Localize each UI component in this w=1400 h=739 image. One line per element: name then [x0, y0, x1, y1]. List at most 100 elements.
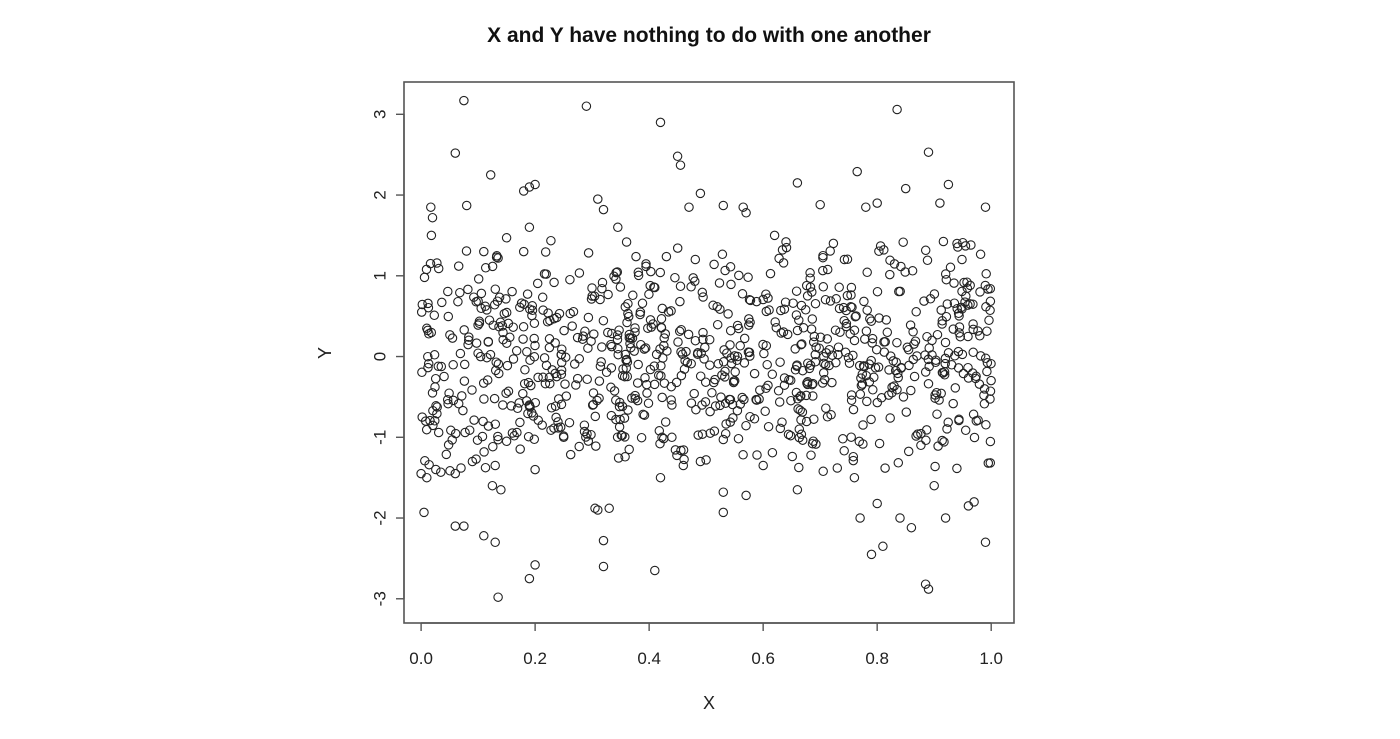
- data-point: [427, 203, 435, 211]
- data-point: [760, 349, 768, 357]
- data-point: [687, 399, 695, 407]
- data-point: [832, 295, 840, 303]
- data-point: [887, 352, 895, 360]
- data-point: [583, 375, 591, 383]
- data-point: [523, 348, 531, 356]
- data-point: [922, 246, 930, 254]
- data-point: [464, 285, 472, 293]
- data-point: [795, 425, 803, 433]
- data-point: [930, 482, 938, 490]
- data-point: [420, 273, 428, 281]
- data-point: [873, 199, 881, 207]
- data-point: [847, 396, 855, 404]
- data-point: [810, 332, 818, 340]
- data-point: [685, 203, 693, 211]
- data-point: [863, 306, 871, 314]
- data-point: [534, 373, 542, 381]
- data-point: [795, 316, 803, 324]
- data-point: [520, 247, 528, 255]
- data-point: [607, 364, 615, 372]
- data-point: [437, 468, 445, 476]
- data-point: [893, 339, 901, 347]
- data-point: [702, 378, 710, 386]
- data-point: [779, 259, 787, 267]
- data-point: [802, 391, 810, 399]
- data-point: [691, 255, 699, 263]
- data-point: [550, 278, 558, 286]
- data-point: [922, 436, 930, 444]
- data-point: [719, 508, 727, 516]
- data-point: [657, 315, 665, 323]
- data-point: [519, 389, 527, 397]
- data-point: [768, 370, 776, 378]
- data-point: [986, 395, 994, 403]
- data-point: [684, 330, 692, 338]
- data-point: [657, 324, 665, 332]
- data-point: [875, 439, 883, 447]
- data-point: [806, 269, 814, 277]
- data-point: [902, 184, 910, 192]
- data-point: [819, 467, 827, 475]
- data-point: [808, 315, 816, 323]
- data-point: [969, 320, 977, 328]
- data-point: [584, 249, 592, 257]
- data-point: [969, 348, 977, 356]
- y-axis: -3-2-10123: [371, 110, 405, 607]
- data-point: [475, 275, 483, 283]
- data-point: [696, 457, 704, 465]
- data-point: [480, 395, 488, 403]
- data-point: [456, 349, 464, 357]
- x-tick-label: 0.2: [523, 649, 547, 668]
- data-point: [508, 287, 516, 295]
- data-point: [863, 268, 871, 276]
- data-point: [797, 416, 805, 424]
- data-point: [462, 247, 470, 255]
- data-point: [599, 205, 607, 213]
- data-point: [719, 488, 727, 496]
- data-point: [744, 273, 752, 281]
- points-layer: [417, 96, 995, 601]
- data-point: [615, 326, 623, 334]
- data-point: [724, 310, 732, 318]
- data-point: [444, 312, 452, 320]
- data-point: [849, 405, 857, 413]
- data-point: [795, 463, 803, 471]
- data-point: [571, 360, 579, 368]
- data-point: [680, 455, 688, 463]
- data-point: [804, 359, 812, 367]
- data-point: [484, 338, 492, 346]
- data-point: [494, 593, 502, 601]
- y-tick-label: 0: [371, 352, 390, 361]
- data-point: [461, 360, 469, 368]
- data-point: [594, 195, 602, 203]
- data-point: [696, 189, 704, 197]
- data-point: [651, 566, 659, 574]
- data-point: [853, 167, 861, 175]
- data-point: [764, 423, 772, 431]
- data-point: [899, 238, 907, 246]
- data-point: [668, 433, 676, 441]
- data-point: [644, 399, 652, 407]
- data-point: [580, 427, 588, 435]
- data-point: [734, 435, 742, 443]
- data-point: [656, 474, 664, 482]
- data-point: [539, 293, 547, 301]
- data-point: [867, 415, 875, 423]
- data-point: [946, 263, 954, 271]
- data-point: [483, 354, 491, 362]
- data-point: [881, 464, 889, 472]
- data-point: [738, 290, 746, 298]
- data-point: [643, 389, 651, 397]
- data-point: [486, 350, 494, 358]
- data-point: [788, 452, 796, 460]
- data-point: [819, 252, 827, 260]
- data-point: [454, 298, 462, 306]
- data-point: [667, 396, 675, 404]
- data-point: [941, 338, 949, 346]
- data-point: [715, 279, 723, 287]
- data-point: [840, 317, 848, 325]
- data-point: [650, 380, 658, 388]
- data-point: [742, 422, 750, 430]
- data-point: [727, 327, 735, 335]
- data-point: [662, 252, 670, 260]
